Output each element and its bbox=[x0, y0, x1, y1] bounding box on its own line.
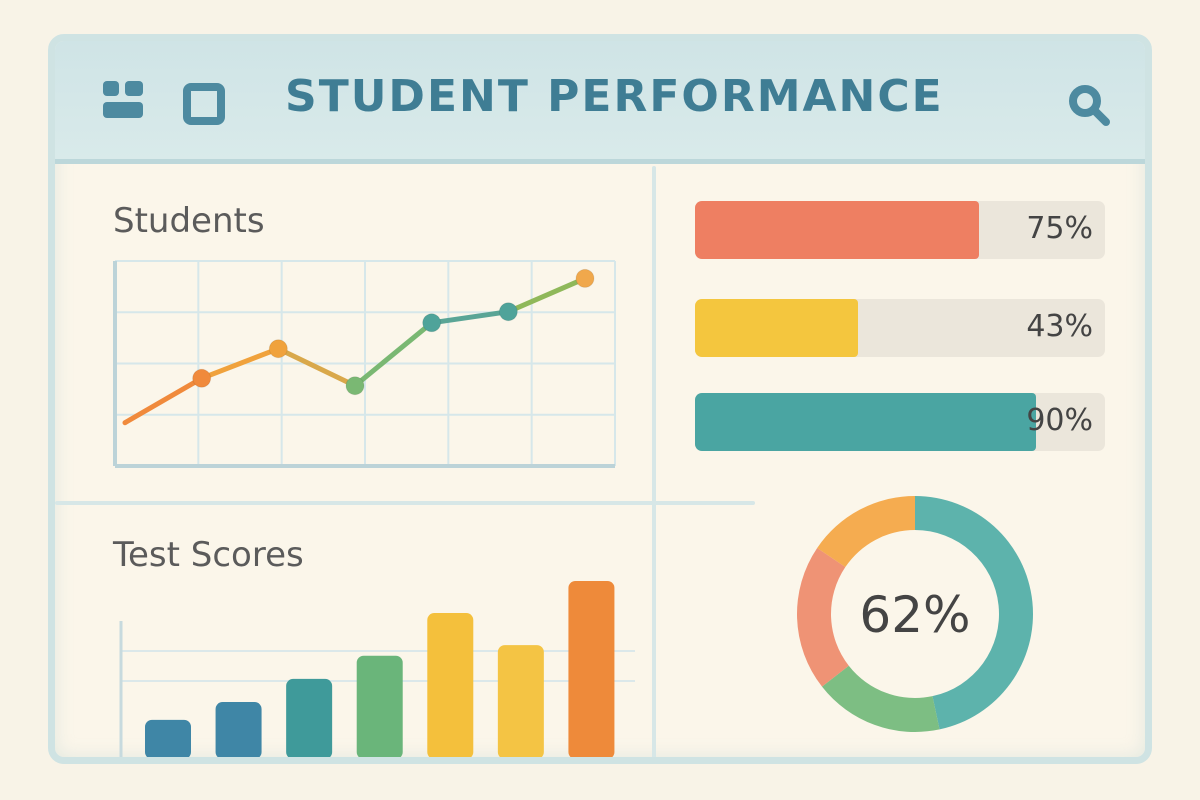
progress-label: 75% bbox=[1026, 211, 1093, 246]
students-line-chart bbox=[113, 260, 616, 468]
progress-fill bbox=[695, 201, 980, 259]
line-segment bbox=[505, 275, 588, 315]
donut-slice bbox=[817, 496, 915, 568]
bar bbox=[497, 645, 544, 757]
test-scores-bar-chart bbox=[119, 581, 635, 757]
line-segment bbox=[122, 375, 205, 426]
line-point bbox=[345, 376, 365, 396]
progress-fill bbox=[695, 393, 1037, 451]
bar bbox=[568, 581, 615, 757]
line-chart-grid bbox=[114, 260, 616, 467]
progress-label: 90% bbox=[1026, 403, 1093, 438]
donut-slice bbox=[822, 665, 940, 732]
line-point bbox=[498, 302, 518, 322]
progress-bar: 43% bbox=[695, 299, 1105, 357]
line-segment bbox=[199, 346, 281, 381]
header-bar: STUDENT PERFORMANCE bbox=[55, 41, 1145, 164]
bar bbox=[286, 678, 333, 757]
page-title: STUDENT PERFORMANCE bbox=[285, 71, 944, 122]
line-segment bbox=[352, 320, 435, 389]
dashboard-window: STUDENT PERFORMANCE Students Test Scores… bbox=[48, 34, 1152, 764]
progress-bar: 75% bbox=[695, 201, 1105, 259]
donut-center-label: 62% bbox=[859, 586, 970, 644]
line-point bbox=[192, 368, 212, 388]
bar bbox=[145, 719, 191, 757]
test-scores-title: Test Scores bbox=[113, 535, 304, 575]
search-icon[interactable] bbox=[1067, 83, 1111, 127]
progress-bar: 90% bbox=[695, 393, 1105, 451]
students-title: Students bbox=[113, 201, 265, 241]
square-icon[interactable] bbox=[183, 83, 225, 125]
progress-label: 43% bbox=[1026, 309, 1093, 344]
completion-donut-chart: 62% bbox=[797, 496, 1033, 732]
line-segment bbox=[275, 346, 358, 389]
vertical-divider bbox=[652, 166, 656, 757]
donut-slice bbox=[915, 496, 1033, 730]
bar bbox=[215, 702, 262, 757]
bar bbox=[427, 613, 474, 757]
line-point bbox=[575, 268, 595, 288]
line-segment bbox=[429, 309, 511, 326]
bar bbox=[356, 655, 403, 757]
grid-layout-icon[interactable] bbox=[103, 81, 143, 119]
line-point bbox=[422, 313, 442, 333]
donut-slice bbox=[797, 548, 849, 687]
horizontal-divider bbox=[55, 501, 755, 505]
line-point bbox=[268, 339, 288, 359]
progress-fill bbox=[695, 299, 859, 357]
